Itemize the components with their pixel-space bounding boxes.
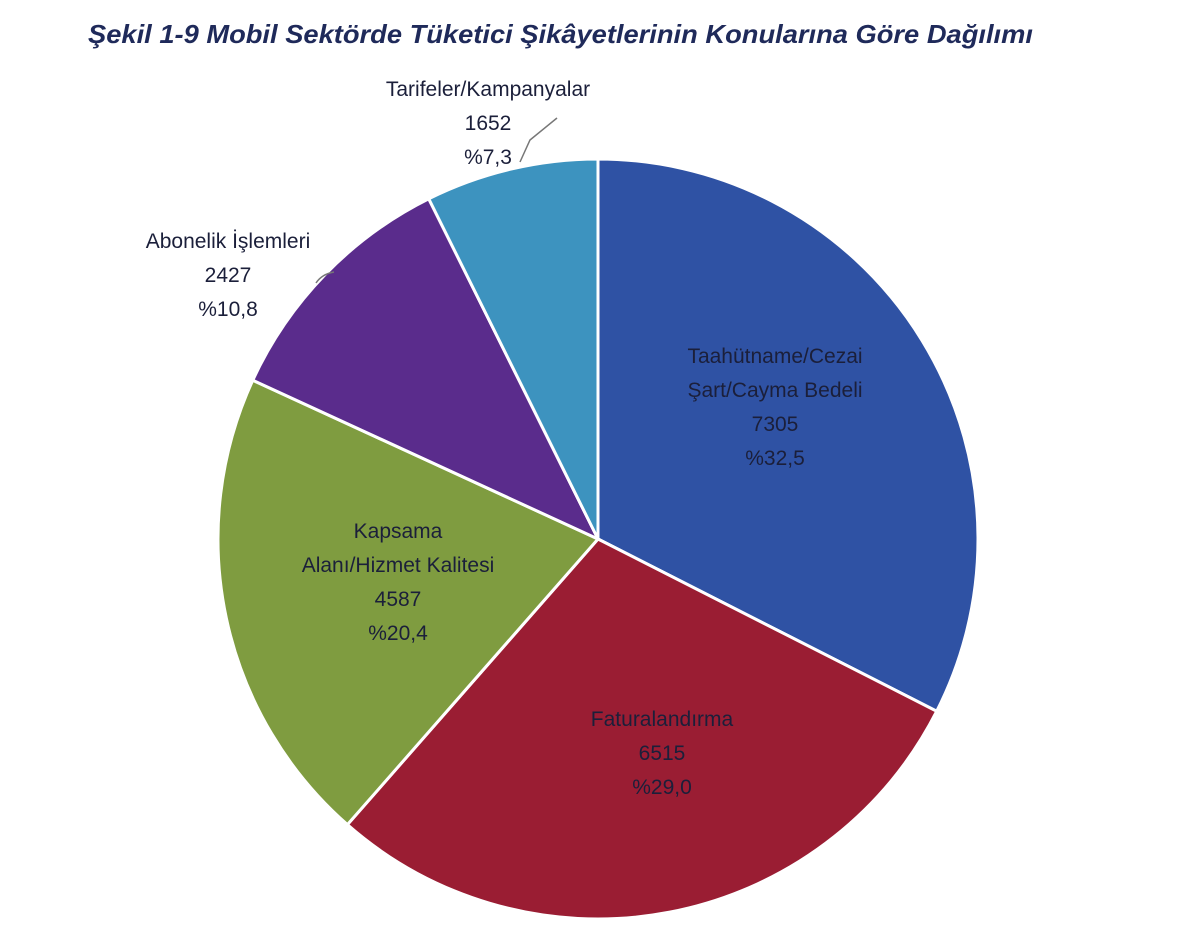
slice-percent: %7,3 [464,146,512,169]
slice-label: Kapsama Alanı/Hizmet Kalitesi 4587 %20,4 [238,515,558,651]
slice-label: Taahütname/Cezai Şart/Cayma Bedeli 7305 %3… [615,340,935,476]
slice-percent: %29,0 [632,776,692,799]
slice-value: 6515 [638,742,686,765]
slice-percent: %20,4 [368,622,428,645]
slice-name: Taahütname/Cezai Şart/Cayma Bedeli [687,345,863,402]
leader-line [315,271,335,284]
slice-value: 1652 [464,112,512,135]
slice-label: Faturalandırma 6515 %29,0 [502,703,822,805]
pie-slice [345,537,939,921]
slice-name: Abonelik İşlemleri [145,230,311,253]
pie-slice [426,157,600,540]
pie-slice [596,157,980,714]
slice-label: Abonelik İşlemleri 2427 %10,8 [68,225,388,327]
slice-name: Tarifeler/Kampanyalar [385,78,591,101]
slice-percent: %10,8 [198,298,258,321]
chart-title: Şekil 1-9 Mobil Sektörde Tüketici Şikâye… [88,19,1033,49]
leader-line [519,117,558,163]
pie-slice [216,378,601,827]
slice-name: Kapsama Alanı/Hizmet Kalitesi [301,520,495,577]
slice-label: Tarifeler/Kampanyalar 1652 %7,3 [328,73,648,175]
slice-value: 7305 [751,413,799,436]
slice-percent: %32,5 [745,447,805,470]
slice-value: 4587 [374,588,422,611]
slice-name: Faturalandırma [590,708,734,731]
slice-value: 2427 [204,264,252,287]
